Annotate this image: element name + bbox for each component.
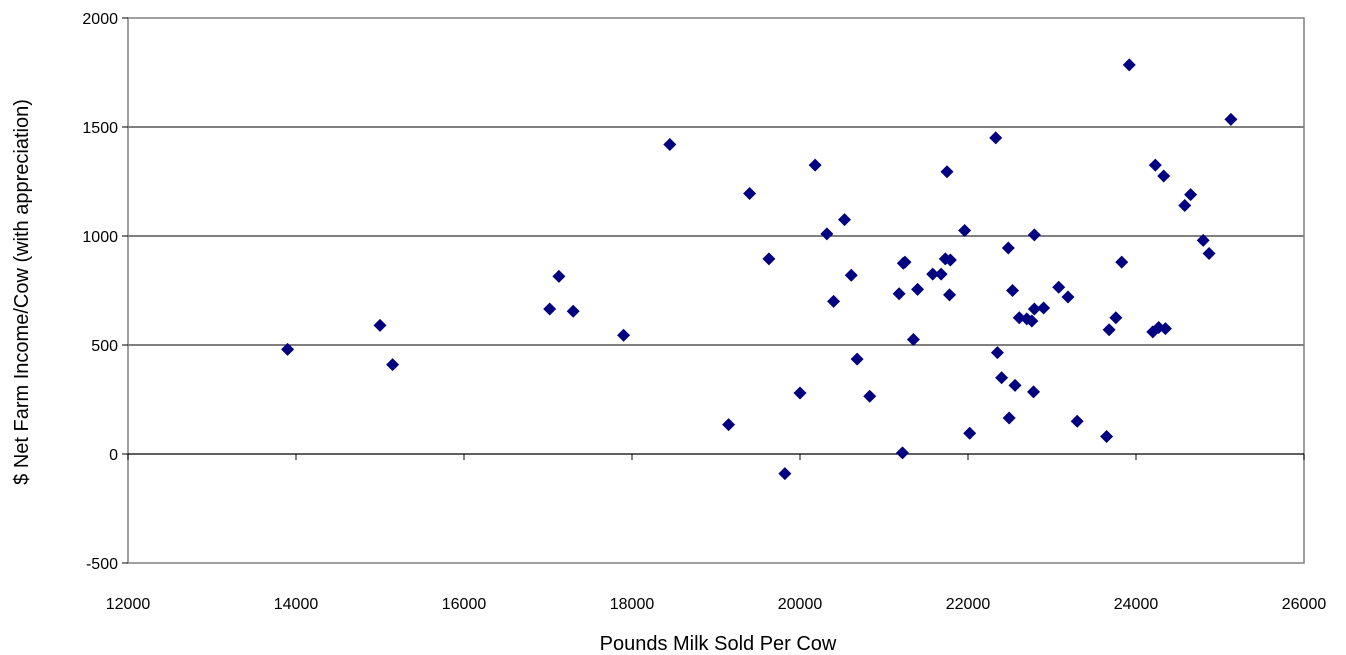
- x-tick-label: 26000: [1282, 596, 1327, 613]
- data-point: [820, 227, 834, 241]
- data-point: [844, 268, 858, 282]
- y-axis-ticks: -500 0 500 1000 1500 2000: [82, 11, 128, 573]
- data-point: [934, 267, 948, 281]
- x-tick-label: 20000: [778, 596, 823, 613]
- data-point: [1006, 284, 1020, 297]
- data-point: [863, 389, 877, 403]
- x-axis-ticks: 12000 14000 16000 18000 20000 22000 24000 26000: [106, 453, 1327, 613]
- data-point: [543, 302, 557, 316]
- data-point: [386, 358, 400, 372]
- data-point: [552, 269, 566, 283]
- data-point: [281, 342, 295, 356]
- data-point: [1025, 314, 1039, 328]
- data-point: [1184, 188, 1198, 202]
- data-point: [1070, 414, 1084, 428]
- data-point: [906, 333, 920, 347]
- data-point: [1027, 385, 1041, 399]
- y-tick-label: 0: [109, 447, 118, 464]
- data-point: [995, 371, 1009, 385]
- data-point: [1158, 322, 1172, 336]
- data-point: [943, 288, 957, 302]
- y-tick-label: 1500: [82, 120, 118, 137]
- data-point: [808, 158, 822, 172]
- data-point: [940, 165, 954, 179]
- data-point: [1102, 323, 1116, 337]
- x-tick-label: 14000: [274, 596, 319, 613]
- x-tick-label: 22000: [946, 596, 991, 613]
- data-point: [1115, 255, 1129, 269]
- data-point: [566, 304, 580, 318]
- data-point: [958, 224, 972, 238]
- x-axis-title: Pounds Milk Sold Per Cow: [600, 633, 837, 655]
- y-tick-label: 500: [91, 338, 118, 355]
- data-point: [1002, 411, 1016, 425]
- data-point: [778, 467, 792, 481]
- y-tick-label: 1000: [82, 229, 118, 246]
- data-point: [1027, 228, 1041, 242]
- data-point: [838, 213, 852, 227]
- x-tick-label: 16000: [442, 596, 487, 613]
- data-point: [743, 186, 757, 200]
- data-point: [1202, 246, 1216, 260]
- data-point: [892, 287, 906, 301]
- y-tick-label: 2000: [82, 11, 118, 28]
- data-point: [1157, 169, 1171, 183]
- data-point: [1052, 280, 1066, 294]
- data-point: [663, 137, 677, 151]
- data-point: [1037, 301, 1051, 315]
- y-tick-label: -500: [86, 556, 118, 573]
- data-point: [827, 294, 841, 308]
- y-axis-title: $ Net Farm Income/Cow (with appreciation…: [11, 99, 33, 485]
- data-points: [281, 58, 1238, 481]
- data-point: [943, 253, 957, 267]
- data-point: [1148, 158, 1162, 172]
- x-tick-label: 18000: [610, 596, 655, 613]
- data-point: [990, 346, 1004, 360]
- data-point: [911, 282, 925, 296]
- data-point: [1001, 241, 1015, 255]
- data-point: [926, 267, 940, 281]
- data-point: [898, 255, 912, 269]
- data-point: [1109, 311, 1123, 325]
- data-point: [1224, 112, 1238, 126]
- data-point: [762, 252, 776, 266]
- data-point: [1122, 58, 1136, 72]
- data-point: [1027, 302, 1041, 316]
- data-point: [1100, 430, 1114, 444]
- x-tick-label: 12000: [106, 596, 151, 613]
- data-point: [722, 418, 736, 432]
- data-point: [895, 446, 909, 460]
- data-point: [1196, 233, 1210, 247]
- data-point: [850, 352, 864, 366]
- data-point: [1008, 378, 1022, 392]
- data-point: [793, 386, 807, 400]
- data-point: [963, 426, 977, 440]
- data-point: [1178, 198, 1192, 212]
- data-point: [989, 131, 1003, 145]
- x-tick-label: 24000: [1114, 596, 1159, 613]
- gridlines: [128, 126, 1304, 455]
- data-point: [617, 328, 631, 342]
- plot-area: [127, 17, 1305, 564]
- data-point: [1061, 290, 1075, 304]
- data-point: [373, 318, 387, 332]
